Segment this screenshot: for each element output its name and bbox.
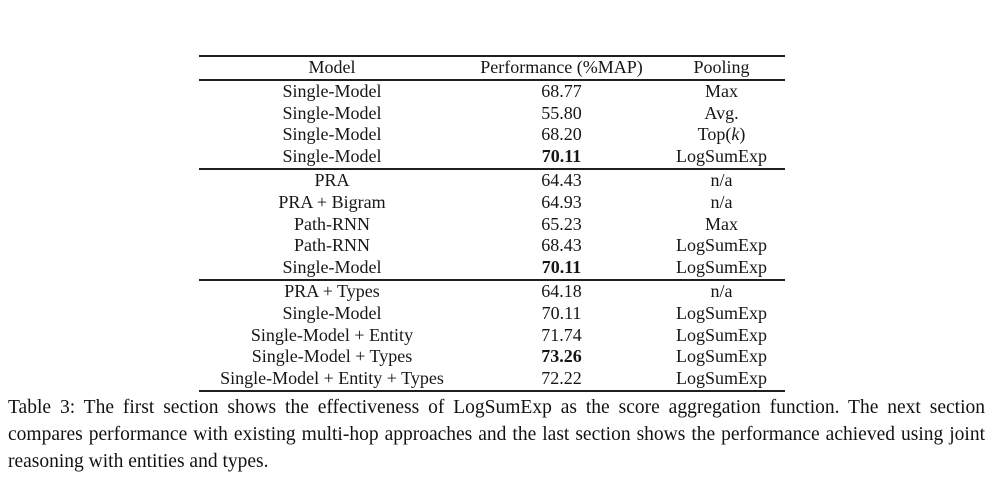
table-row: Single-Model 70.11 LogSumExp (199, 146, 785, 169)
pooling-cell: Top(k) (697, 124, 746, 145)
performance-cell: 72.22 (541, 368, 582, 389)
pooling-cell: n/a (710, 191, 733, 212)
performance-cell: 64.43 (541, 169, 582, 190)
model-cell: Single-Model + Entity + Types (220, 368, 444, 389)
table-row: Single-Model 68.77 Max (199, 80, 785, 103)
table-row: Single-Model + Types 73.26 LogSumExp (199, 346, 785, 368)
performance-cell: 70.11 (541, 146, 582, 167)
model-cell: PRA + Bigram (278, 191, 386, 212)
table-row: PRA + Types 64.18 n/a (199, 280, 785, 303)
table-row: Path-RNN 68.43 LogSumExp (199, 235, 785, 257)
pooling-cell: Max (705, 213, 738, 234)
table-section: PRA + Types 64.18 n/a Single-Model 70.11 LogS… (199, 279, 785, 391)
table-row: Path-RNN 65.23 Max (199, 214, 785, 236)
table-row: Single-Model 70.11 LogSumExp (199, 303, 785, 325)
table-section: Single-Model 68.77 Max Single-Model 55.80 Avg… (199, 80, 785, 169)
table-row: Single-Model 68.20 Top(k) (199, 124, 785, 146)
performance-cell: 70.11 (541, 302, 582, 323)
table-row: PRA + Bigram 64.93 n/a (199, 192, 785, 214)
math-variable: k (731, 124, 740, 145)
model-cell: Single-Model (282, 124, 382, 145)
performance-cell: 68.43 (541, 235, 582, 256)
model-cell: PRA (314, 169, 350, 190)
pooling-cell: LogSumExp (675, 368, 767, 389)
pooling-cell: LogSumExp (675, 257, 767, 278)
table-section: PRA 64.43 n/a PRA + Bigram 64.93 n/a Path-RNN 6… (199, 168, 785, 280)
model-cell: Single-Model + Types (251, 346, 413, 367)
performance-cell: 55.80 (541, 102, 582, 123)
model-cell: Single-Model (282, 102, 382, 123)
column-header: Performance (%MAP) (480, 57, 643, 77)
pooling-cell: LogSumExp (675, 324, 767, 345)
column-header: Pooling (693, 57, 750, 77)
model-cell: Single-Model + Entity (250, 324, 414, 345)
model-cell: Single-Model (282, 257, 382, 278)
model-cell: Path-RNN (294, 213, 370, 234)
model-cell: Single-Model (282, 302, 382, 323)
pooling-cell: Avg. (704, 102, 739, 123)
table-row: PRA 64.43 n/a (199, 169, 785, 192)
pooling-cell: n/a (710, 280, 733, 301)
model-cell: Single-Model (282, 80, 382, 101)
model-cell: Single-Model (282, 146, 382, 167)
table-row: Single-Model 55.80 Avg. (199, 103, 785, 125)
table-row: Single-Model + Entity 71.74 LogSumExp (199, 325, 785, 347)
table-row: Single-Model 70.11 LogSumExp (199, 257, 785, 280)
pooling-cell: n/a (710, 169, 733, 190)
model-cell: Path-RNN (294, 235, 370, 256)
performance-cell: 71.74 (541, 324, 582, 345)
performance-cell: 64.18 (541, 280, 582, 301)
performance-cell: 68.77 (541, 80, 582, 101)
performance-cell: 73.26 (541, 346, 582, 367)
performance-cell: 68.20 (541, 124, 582, 145)
pooling-cell: LogSumExp (675, 302, 767, 323)
table-caption: Table 3: The first section shows the eff… (8, 397, 985, 472)
pooling-cell: LogSumExp (675, 346, 767, 367)
column-header: Model (308, 57, 356, 77)
pooling-cell: Max (705, 80, 738, 101)
results-table: Model Performance (%MAP) Pooling Single-Mo… (199, 55, 785, 392)
table-header: Model Performance (%MAP) Pooling (199, 56, 785, 80)
performance-cell: 70.11 (541, 257, 582, 278)
pooling-cell: LogSumExp (675, 146, 767, 167)
pooling-cell: LogSumExp (675, 235, 767, 256)
header-row: Model Performance (%MAP) Pooling (199, 56, 785, 80)
performance-cell: 64.93 (541, 191, 582, 212)
table-row: Single-Model + Entity + Types 72.22 LogSum… (199, 368, 785, 391)
model-cell: PRA + Types (284, 280, 380, 301)
performance-cell: 65.23 (541, 213, 582, 234)
